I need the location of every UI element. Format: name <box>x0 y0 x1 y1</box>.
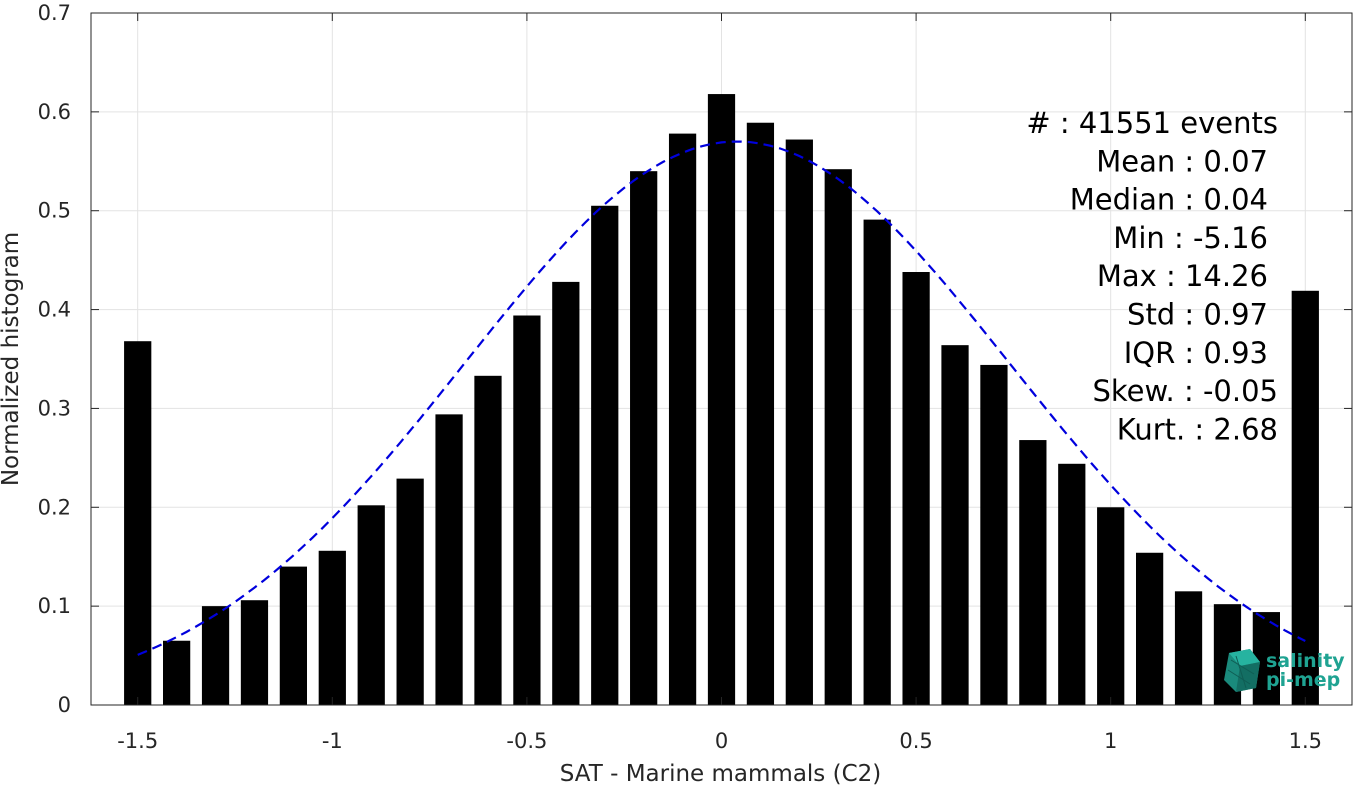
y-tick-label-6: 0.6 <box>38 100 71 124</box>
bar-9 <box>474 375 502 705</box>
y-tick-label-4: 0.4 <box>38 298 71 322</box>
y-tick-label-1: 0.1 <box>38 594 71 618</box>
bar-6 <box>357 505 385 705</box>
y-tick-label-5: 0.5 <box>38 199 71 223</box>
bar-1 <box>163 640 191 705</box>
bar-7 <box>396 478 424 705</box>
bar-20 <box>902 272 930 705</box>
bar-17 <box>785 139 813 706</box>
bar-8 <box>435 414 463 705</box>
stat-line-6: IQR : 0.93 <box>1124 336 1268 370</box>
logo-text-pimep: pi-mep <box>1266 669 1340 691</box>
bar-27 <box>1174 591 1203 705</box>
x-tick-label-2: -0.5 <box>506 729 547 753</box>
bar-25 <box>1097 507 1125 705</box>
bar-30 <box>1291 290 1319 705</box>
logo-text-salinity: salinity <box>1266 650 1345 672</box>
stat-line-8: Kurt. : 2.68 <box>1117 412 1278 446</box>
bar-11 <box>552 281 580 705</box>
bar-0 <box>124 341 152 705</box>
y-tick-label-3: 0.3 <box>38 396 71 420</box>
x-tick-label-6: 1.5 <box>1289 729 1322 753</box>
bar-22 <box>980 364 1008 705</box>
bar-14 <box>668 133 697 705</box>
bar-18 <box>824 169 852 706</box>
x-axis-label: SAT - Marine mammals (C2) <box>560 761 882 785</box>
bar-19 <box>863 219 891 705</box>
bar-15 <box>707 94 736 705</box>
bar-13 <box>630 171 658 705</box>
bar-21 <box>941 345 969 705</box>
x-tick-label-1: -1 <box>322 729 343 753</box>
gaussian-fit-curve <box>137 140 1306 656</box>
stat-line-5: Std : 0.97 <box>1127 298 1268 332</box>
stat-line-0: # : 41551 events <box>1026 106 1278 140</box>
y-tick-label-0: 0 <box>58 693 71 717</box>
bar-23 <box>1019 440 1047 705</box>
y-axis-label: Normalized histogram <box>0 232 24 486</box>
y-axis-ticks: 0 0.1 0.2 0.3 0.4 0.5 0.6 0.7 <box>38 1 1352 717</box>
bar-2 <box>201 606 230 705</box>
x-axis-ticks: -1.5 -1 -0.5 0 0.5 1 1.5 <box>117 13 1322 753</box>
stat-line-1: Mean : 0.07 <box>1096 144 1268 178</box>
y-tick-label-7: 0.7 <box>38 1 71 25</box>
stat-line-7: Skew. : -0.05 <box>1092 374 1278 408</box>
bar-16 <box>746 122 775 705</box>
bar-12 <box>591 205 619 705</box>
bars <box>124 94 1319 706</box>
stats-annotation: # : 41551 events Mean : 0.07 Median : 0.04… <box>1026 106 1278 446</box>
bar-4 <box>279 566 308 705</box>
bar-3 <box>240 600 269 705</box>
y-tick-label-2: 0.2 <box>38 495 71 519</box>
x-tick-label-4: 0.5 <box>899 729 932 753</box>
stat-line-3: Min : -5.16 <box>1113 221 1268 255</box>
bar-5 <box>318 550 346 705</box>
stat-line-2: Median : 0.04 <box>1070 183 1268 217</box>
salinity-pimep-logo: salinity pi-mep <box>1224 649 1345 692</box>
bar-24 <box>1058 463 1086 705</box>
stat-line-4: Max : 14.26 <box>1097 259 1268 293</box>
x-tick-label-3: 0 <box>715 729 728 753</box>
bar-26 <box>1135 552 1164 705</box>
x-tick-label-0: -1.5 <box>117 729 158 753</box>
cube-icon <box>1224 649 1260 692</box>
x-tick-label-5: 1 <box>1104 729 1117 753</box>
bar-10 <box>513 315 541 705</box>
